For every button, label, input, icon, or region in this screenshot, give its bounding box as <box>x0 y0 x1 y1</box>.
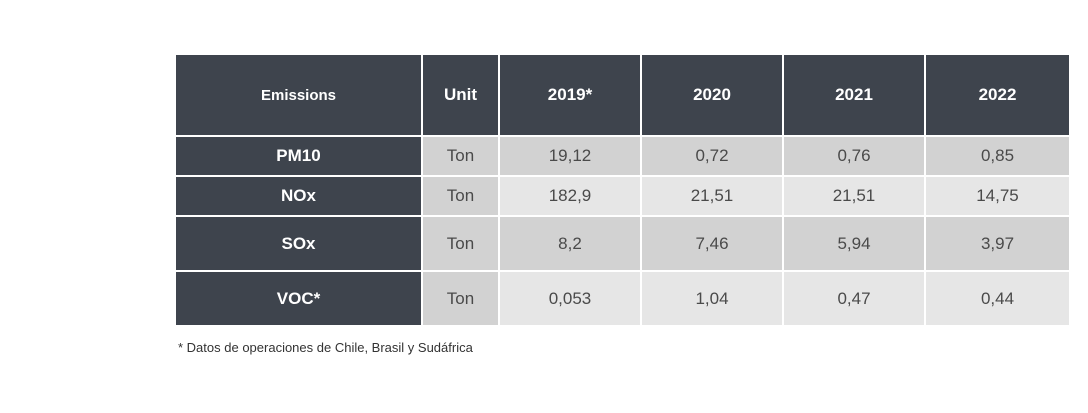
header-year-2022: 2022 <box>924 53 1071 137</box>
value-cell: 0,76 <box>782 135 926 177</box>
footnote: * Datos de operaciones de Chile, Brasil … <box>178 340 473 355</box>
value-cell: 182,9 <box>498 175 642 217</box>
value-cell: 0,47 <box>782 270 926 327</box>
header-year-2021: 2021 <box>782 53 926 137</box>
header-year-2019: 2019* <box>498 53 642 137</box>
table-row: VOC* Ton 0,053 1,04 0,47 0,44 <box>174 270 1071 327</box>
value-cell: 7,46 <box>640 215 784 272</box>
value-cell: 21,51 <box>782 175 926 217</box>
row-label-voc: VOC* <box>174 270 423 327</box>
header-row: Emissions Unit 2019* 2020 2021 2022 <box>174 53 1071 137</box>
unit-cell: Ton <box>421 135 500 177</box>
value-cell: 1,04 <box>640 270 784 327</box>
header-year-2020: 2020 <box>640 53 784 137</box>
row-label-sox: SOx <box>174 215 423 272</box>
value-cell: 21,51 <box>640 175 784 217</box>
value-cell: 0,44 <box>924 270 1071 327</box>
value-cell: 0,85 <box>924 135 1071 177</box>
value-cell: 0,053 <box>498 270 642 327</box>
header-unit: Unit <box>421 53 500 137</box>
unit-cell: Ton <box>421 175 500 217</box>
value-cell: 5,94 <box>782 215 926 272</box>
value-cell: 3,97 <box>924 215 1071 272</box>
table-row: NOx Ton 182,9 21,51 21,51 14,75 <box>174 175 1071 217</box>
row-label-pm10: PM10 <box>174 135 423 177</box>
unit-cell: Ton <box>421 270 500 327</box>
table-row: SOx Ton 8,2 7,46 5,94 3,97 <box>174 215 1071 272</box>
value-cell: 8,2 <box>498 215 642 272</box>
value-cell: 0,72 <box>640 135 784 177</box>
table-row: PM10 Ton 19,12 0,72 0,76 0,85 <box>174 135 1071 177</box>
emissions-table: Emissions Unit 2019* 2020 2021 2022 PM10… <box>174 53 1071 327</box>
unit-cell: Ton <box>421 215 500 272</box>
header-emissions: Emissions <box>174 53 423 137</box>
row-label-nox: NOx <box>174 175 423 217</box>
value-cell: 19,12 <box>498 135 642 177</box>
value-cell: 14,75 <box>924 175 1071 217</box>
